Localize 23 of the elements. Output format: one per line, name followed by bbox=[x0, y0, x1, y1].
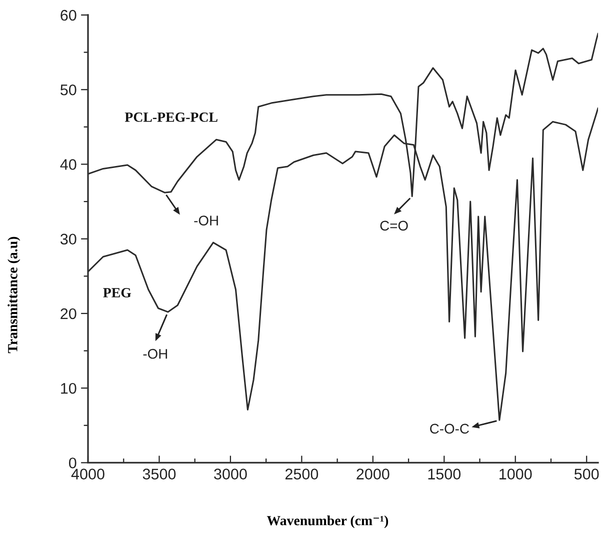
y-tick-label: 30 bbox=[60, 234, 76, 245]
x-tick-label: 3000 bbox=[214, 468, 247, 480]
y-tick-label: 40 bbox=[60, 159, 76, 170]
x-tick-label: 2500 bbox=[285, 468, 318, 480]
x-tick-label: 2000 bbox=[356, 468, 390, 480]
annotation: -OH bbox=[194, 216, 218, 226]
annotation: -OH bbox=[143, 348, 168, 359]
x-tick-label: 3500 bbox=[142, 468, 176, 480]
x-axis-title: Wavenumber (cm⁻¹) bbox=[266, 516, 388, 528]
x-tick-label: 1000 bbox=[500, 468, 532, 480]
y-axis-title: Transmittance (a.u) bbox=[8, 236, 20, 354]
x-tick-label: 500 bbox=[574, 468, 599, 480]
series-label: PEG bbox=[103, 288, 132, 298]
y-tick-label: 10 bbox=[61, 382, 76, 394]
annotation: C-O-C bbox=[430, 424, 469, 434]
y-tick-label: 0 bbox=[68, 458, 76, 468]
y-tick-label: 60 bbox=[60, 10, 76, 21]
series-label: PCL-PEG-PCL bbox=[124, 112, 218, 122]
y-tick-label: 50 bbox=[60, 84, 76, 96]
x-tick-label: 4000 bbox=[71, 468, 104, 480]
annotation: C=O bbox=[380, 220, 408, 231]
y-tick-label: 20 bbox=[60, 308, 76, 320]
x-tick-label: 1500 bbox=[428, 468, 461, 480]
